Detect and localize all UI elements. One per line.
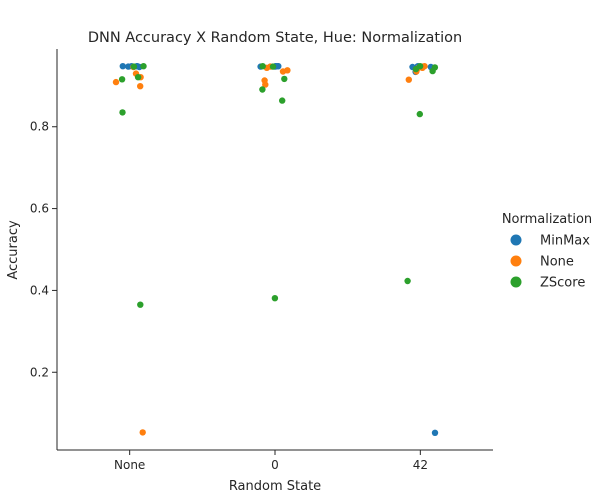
x-axis-label: Random State [229, 479, 321, 494]
y-tick-label: 0.4 [30, 283, 49, 297]
data-point-zscore [140, 62, 147, 70]
data-point-minmax [431, 429, 439, 436]
legend-title: Normalization [502, 212, 592, 227]
data-point-zscore [404, 277, 411, 285]
data-point-zscore [416, 110, 423, 118]
data-point-zscore [118, 76, 126, 83]
data-point-zscore [429, 67, 436, 75]
data-point-zscore [271, 295, 279, 302]
data-point-minmax [125, 63, 132, 70]
y-tick-label: 0.8 [30, 120, 49, 134]
legend-marker-none [510, 255, 522, 267]
chart-title: DNN Accuracy X Random State, Hue: Normal… [88, 30, 462, 46]
legend-label-minmax: MinMax [540, 234, 590, 249]
y-tick-label: 0.6 [30, 202, 49, 216]
legend-label-none: None [540, 255, 574, 270]
data-point-zscore [134, 74, 142, 81]
data-point-zscore [130, 63, 138, 70]
data-point-zscore [137, 301, 144, 308]
data-point-zscore [259, 86, 266, 93]
plot-area [112, 62, 439, 436]
data-point-zscore [281, 75, 288, 83]
x-tick-label: 42 [413, 458, 428, 472]
y-tick-label: 0.2 [30, 365, 49, 379]
legend-label-zscore: ZScore [540, 276, 585, 291]
data-point-zscore [119, 109, 126, 116]
legend: Normalization MinMax None ZScore [502, 212, 592, 291]
data-point-zscore [279, 97, 286, 104]
data-point-zscore [416, 62, 424, 70]
data-point-none [139, 429, 146, 436]
legend-marker-minmax [510, 234, 522, 246]
data-point-zscore [259, 62, 266, 70]
data-point-zscore [269, 63, 277, 70]
data-point-minmax [275, 62, 282, 70]
data-point-minmax [119, 62, 127, 70]
data-point-none [421, 62, 428, 70]
data-point-none [405, 76, 412, 83]
x-tick-label: 0 [271, 458, 279, 472]
y-axis-label: Accuracy [6, 220, 21, 280]
data-point-none [137, 83, 144, 90]
data-point-none [112, 78, 120, 86]
x-tick-label: None [114, 458, 145, 472]
legend-marker-zscore [510, 276, 522, 288]
data-point-none [284, 67, 291, 74]
data-point-none [262, 81, 269, 88]
